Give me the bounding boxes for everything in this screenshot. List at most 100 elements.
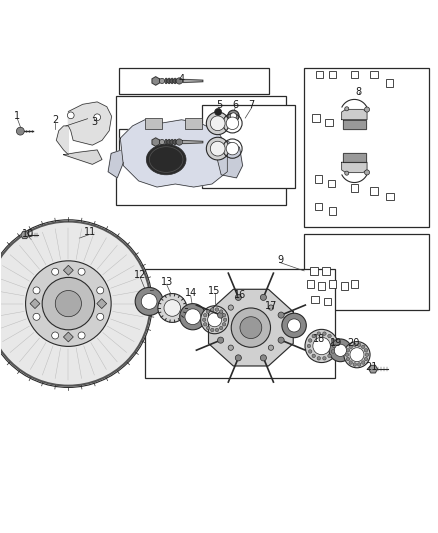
Circle shape [328, 354, 331, 358]
Circle shape [331, 339, 335, 342]
Circle shape [235, 355, 241, 361]
Ellipse shape [175, 140, 178, 144]
Circle shape [78, 332, 85, 339]
Polygon shape [120, 120, 227, 187]
Text: 7: 7 [249, 100, 255, 110]
Circle shape [42, 277, 95, 330]
Polygon shape [342, 110, 367, 120]
Bar [324, 298, 331, 305]
Text: 10: 10 [21, 229, 34, 239]
Circle shape [201, 306, 229, 334]
Circle shape [164, 300, 180, 316]
Ellipse shape [171, 139, 173, 145]
Polygon shape [343, 154, 366, 162]
Circle shape [307, 344, 311, 348]
Text: 14: 14 [184, 288, 197, 298]
Circle shape [226, 117, 239, 130]
Bar [316, 71, 323, 78]
Circle shape [211, 308, 214, 311]
Circle shape [180, 304, 206, 330]
Circle shape [230, 113, 237, 119]
Circle shape [219, 310, 223, 313]
Circle shape [219, 326, 223, 330]
Circle shape [33, 287, 40, 294]
Circle shape [364, 170, 370, 175]
Text: 6: 6 [232, 100, 238, 110]
Bar [315, 175, 322, 183]
Circle shape [235, 294, 241, 301]
Bar [311, 295, 319, 303]
Ellipse shape [174, 78, 177, 84]
Bar [328, 180, 336, 187]
Bar [64, 332, 73, 342]
Circle shape [260, 355, 266, 361]
Text: 11: 11 [84, 227, 96, 237]
Circle shape [33, 313, 40, 320]
Circle shape [278, 337, 284, 343]
Circle shape [141, 294, 157, 309]
Text: 16: 16 [234, 290, 246, 300]
Polygon shape [215, 141, 243, 178]
Circle shape [361, 361, 365, 364]
Bar [145, 269, 335, 378]
Circle shape [357, 363, 361, 366]
Circle shape [364, 349, 368, 352]
Bar [322, 267, 330, 274]
Ellipse shape [175, 79, 178, 83]
Circle shape [260, 294, 266, 301]
Circle shape [344, 342, 370, 368]
Circle shape [210, 141, 225, 156]
Bar [329, 71, 336, 78]
Ellipse shape [174, 139, 177, 145]
Circle shape [55, 290, 81, 317]
Text: 4: 4 [179, 74, 185, 84]
Circle shape [206, 326, 210, 330]
Circle shape [215, 328, 219, 332]
Circle shape [215, 108, 222, 116]
Ellipse shape [159, 78, 165, 84]
Bar [370, 187, 378, 195]
Bar [30, 298, 40, 309]
Circle shape [94, 114, 101, 120]
Circle shape [365, 353, 369, 357]
Circle shape [308, 350, 312, 353]
Circle shape [353, 363, 357, 366]
Circle shape [52, 268, 59, 275]
Circle shape [329, 339, 352, 362]
Polygon shape [369, 365, 378, 373]
Circle shape [97, 287, 104, 294]
Text: 3: 3 [92, 117, 98, 127]
Ellipse shape [176, 78, 182, 84]
Circle shape [364, 357, 368, 361]
Circle shape [312, 334, 315, 338]
Circle shape [211, 328, 214, 332]
Text: 15: 15 [208, 286, 221, 295]
Circle shape [226, 142, 239, 155]
Circle shape [317, 357, 321, 360]
Bar [97, 298, 107, 309]
Circle shape [215, 308, 219, 311]
Circle shape [317, 332, 321, 335]
Bar [119, 129, 269, 155]
Circle shape [135, 287, 163, 316]
Polygon shape [152, 138, 159, 146]
Text: 18: 18 [313, 334, 325, 344]
Circle shape [328, 334, 331, 338]
Circle shape [345, 353, 349, 357]
Bar [315, 203, 322, 210]
Polygon shape [182, 79, 203, 83]
Bar [385, 79, 393, 87]
Text: 2: 2 [52, 115, 58, 125]
Circle shape [228, 345, 233, 350]
Ellipse shape [159, 140, 165, 144]
Circle shape [312, 354, 315, 358]
Circle shape [361, 345, 365, 349]
Bar [304, 68, 428, 227]
Bar [312, 115, 320, 122]
Circle shape [223, 313, 226, 317]
Circle shape [345, 171, 349, 175]
Circle shape [308, 339, 312, 342]
Circle shape [218, 312, 224, 318]
Text: 19: 19 [330, 338, 342, 348]
Circle shape [206, 112, 229, 135]
